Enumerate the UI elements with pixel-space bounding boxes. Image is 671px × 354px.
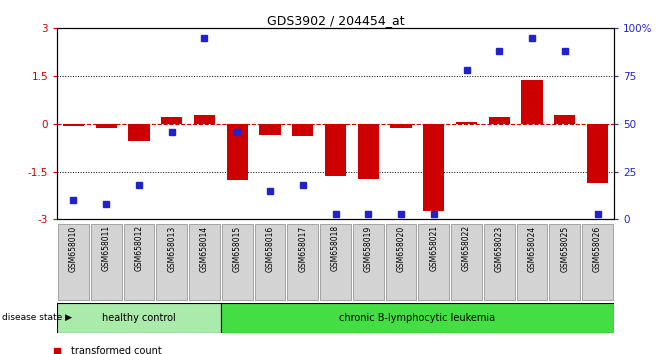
Text: GSM658022: GSM658022 (462, 225, 471, 272)
Bar (325, 124, 346, 176)
Bar (550, 224, 580, 300)
Bar (222, 224, 252, 300)
Bar (63, 124, 84, 126)
Bar (91, 224, 121, 300)
Text: GSM658025: GSM658025 (560, 225, 569, 272)
Bar (484, 224, 515, 300)
Bar (587, 124, 608, 183)
Text: GSM658014: GSM658014 (200, 225, 209, 272)
Bar (221, 303, 614, 333)
Text: GSM658021: GSM658021 (429, 225, 438, 272)
Bar (194, 115, 215, 124)
Bar (227, 124, 248, 179)
Text: GSM658012: GSM658012 (134, 225, 144, 272)
Text: GSM658020: GSM658020 (397, 225, 405, 272)
Bar (320, 224, 351, 300)
Text: GSM658016: GSM658016 (266, 225, 274, 272)
Text: healthy control: healthy control (102, 313, 176, 323)
Bar (554, 115, 576, 124)
Bar (521, 80, 543, 124)
Text: GSM658015: GSM658015 (233, 225, 242, 272)
Bar (161, 117, 183, 124)
Bar (386, 224, 417, 300)
Text: chronic B-lymphocytic leukemia: chronic B-lymphocytic leukemia (340, 313, 495, 323)
Bar (292, 124, 313, 136)
Bar (391, 124, 412, 128)
Bar (456, 122, 477, 124)
Text: GSM658011: GSM658011 (102, 225, 111, 272)
Text: disease state ▶: disease state ▶ (2, 313, 72, 322)
Bar (451, 224, 482, 300)
Bar (95, 124, 117, 128)
Bar (358, 124, 379, 179)
Text: GSM658024: GSM658024 (527, 225, 537, 272)
Bar (57, 303, 221, 333)
Bar (58, 224, 89, 300)
Bar (423, 124, 444, 211)
Title: GDS3902 / 204454_at: GDS3902 / 204454_at (266, 14, 405, 27)
Bar (123, 224, 154, 300)
Bar (254, 224, 285, 300)
Text: GSM658019: GSM658019 (364, 225, 373, 272)
Bar (128, 124, 150, 141)
Bar (287, 224, 318, 300)
Bar (353, 224, 384, 300)
Bar (488, 117, 510, 124)
Bar (259, 124, 280, 135)
Text: GSM658010: GSM658010 (69, 225, 78, 272)
Text: GSM658018: GSM658018 (331, 225, 340, 272)
Text: GSM658017: GSM658017 (298, 225, 307, 272)
Text: GSM658013: GSM658013 (167, 225, 176, 272)
Bar (156, 224, 187, 300)
Text: GSM658023: GSM658023 (495, 225, 504, 272)
Bar (189, 224, 220, 300)
Text: GSM658026: GSM658026 (593, 225, 602, 272)
Bar (517, 224, 548, 300)
Bar (419, 224, 449, 300)
Text: transformed count: transformed count (71, 346, 162, 354)
Bar (582, 224, 613, 300)
